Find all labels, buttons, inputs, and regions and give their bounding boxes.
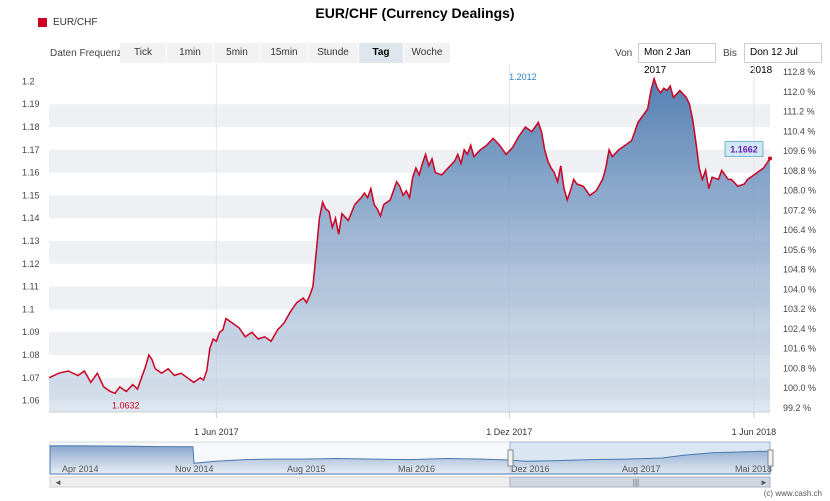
freq-button-5min[interactable]: 5min [214,43,260,63]
y-right-tick-label: 105.6 % [783,245,816,255]
y-right-tick-label: 102.4 % [783,324,816,334]
last-value-label: 1.1662 [730,144,758,154]
y-right-tick-label: 104.0 % [783,284,816,294]
y-tick-label: 1.16 [22,168,40,178]
from-label: Von [615,48,633,59]
y-right-tick-label: 106.4 % [783,225,816,235]
y-right-tick-label: 108.8 % [783,166,816,176]
chart-title: EUR/CHF (Currency Dealings) [315,5,515,21]
freq-button-stunde[interactable]: Stunde [308,43,358,63]
y-tick-label: 1.2 [22,76,35,86]
y-right-tick-label: 101.6 % [783,344,816,354]
y-axis-left: 1.06 1.07 1.08 1.09 1.1 1.11 1.12 1.13 1.14 1.15 1… [22,76,40,405]
last-point [768,156,772,161]
y-tick-label: 1.12 [22,259,40,269]
freq-button-woche[interactable]: Woche [404,43,450,63]
frequency-label: Daten Frequenz [50,48,122,59]
y-tick-label: 1.07 [22,373,40,383]
footer-credit: (c) www.cash.ch [763,489,822,498]
y-tick-label: 1.08 [22,350,40,360]
navigator-tick-label: Apr 2014 [62,464,99,474]
y-tick-label: 1.17 [22,145,40,155]
legend-swatch [38,18,47,27]
y-tick-label: 1.09 [22,327,40,337]
y-right-tick-label: 103.2 % [783,304,816,314]
y-right-tick-label: 109.6 % [783,146,816,156]
y-tick-label: 1.06 [22,396,40,406]
y-right-tick-label: 100.8 % [783,363,816,373]
legend-label: EUR/CHF [53,17,98,28]
y-tick-label: 1.18 [22,122,40,132]
y-right-tick-label: 112.8 % [783,67,815,77]
navigator-tick-label: Dez 2016 [511,464,550,474]
freq-button-1min[interactable]: 1min [167,43,213,63]
freq-button-tick[interactable]: Tick [120,43,166,63]
scrollbar-grip-icon: ||| [633,478,639,487]
last-value-badge [724,140,764,157]
to-label: Bis [723,48,737,59]
y-tick-label: 1.13 [22,236,40,246]
navigator-tick-label: Mai 2018 [735,464,772,474]
y-tick-label: 1.11 [22,282,39,292]
navigator-tick-label: Nov 2014 [175,464,214,474]
x-tick-label: 1 Jun 2017 [194,427,239,437]
plot-band [49,104,770,127]
to-date-input[interactable]: Don 12 Jul 2018 [744,43,822,76]
x-tick-label: 1 Dez 2017 [486,427,532,437]
y-tick-label: 1.19 [22,99,40,109]
y-right-tick-label: 111.2 % [783,107,815,117]
x-tick-label: 1 Jun 2018 [732,427,777,437]
y-right-tick-label: 100.0 % [783,383,816,393]
y-tick-label: 1.14 [22,213,40,223]
y-tick-label: 1.1 [22,304,35,314]
navigator-tick-label: Aug 2017 [622,464,661,474]
max-label: 1.2012 [509,72,537,82]
min-label: 1.0632 [112,400,140,410]
legend[interactable]: EUR/CHF [38,17,97,28]
y-right-tick-label: 107.2 % [783,205,816,215]
y-right-tick-label: 112.0 % [783,87,815,97]
price-line[interactable] [48,76,771,395]
y-tick-label: 1.15 [22,190,40,200]
navigator-tick-label: Mai 2016 [398,464,435,474]
from-date-input[interactable]: Mon 2 Jan 2017 [638,43,716,76]
scrollbar-thumb [509,476,771,488]
navigator-handle-left [507,449,514,467]
freq-button-tag[interactable]: Tag [359,43,403,63]
scroll-right-icon: ► [760,478,768,487]
y-right-tick-label: 110.4 % [783,126,815,136]
navigator[interactable]: Apr 2014 Nov 2014 Aug 2015 Mai 2016 Dez 2016… [49,441,774,488]
freq-button-15min[interactable]: 15min [261,43,307,63]
y-right-tick-label: 108.0 % [783,186,816,196]
navigator-series [49,445,771,475]
annotations: 1.2012 1.0632 1.1662 [112,72,772,410]
price-area [49,78,770,412]
y-right-tick-label: 99.2 % [783,403,811,413]
y-right-tick-label: 104.8 % [783,265,816,275]
y-axis-right: 99.2 % 100.0 % 100.8 % 101.6 % 102.4 % 103.2 … [783,67,816,413]
plot-band [49,149,770,173]
navigator-tick-label: Aug 2015 [287,464,326,474]
x-axis: 1 Jun 2017 1 Dez 2017 1 Jun 2018 [49,411,777,437]
navigator-handle-right [767,449,774,467]
scroll-left-icon: ◄ [54,478,62,487]
